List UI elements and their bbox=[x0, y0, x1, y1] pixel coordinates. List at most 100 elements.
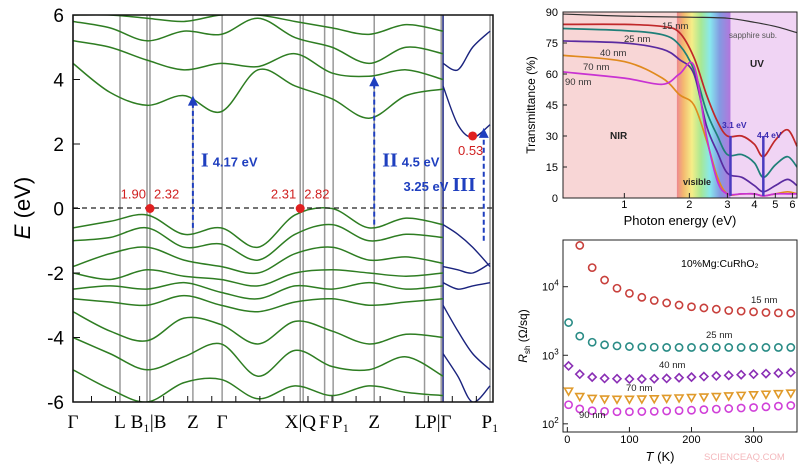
transmittance-line bbox=[562, 27, 798, 179]
label-uv: UV bbox=[750, 59, 764, 70]
circle-marker bbox=[587, 263, 597, 272]
band-y-ticks: 6 4 2 0 -2 -4 -6 bbox=[47, 6, 477, 414]
band-line bbox=[73, 336, 444, 377]
triangle-marker bbox=[673, 394, 685, 404]
diamond-marker bbox=[785, 367, 796, 378]
diamond-marker bbox=[760, 368, 772, 379]
y-tick-label: -4 bbox=[47, 329, 64, 350]
circle-marker bbox=[662, 406, 672, 416]
label-70nm: 70 nm bbox=[583, 62, 609, 73]
point-label-left: 2.31 bbox=[271, 187, 296, 202]
circle-marker bbox=[761, 402, 771, 412]
diamond-marker bbox=[661, 373, 672, 384]
band-line bbox=[73, 294, 444, 313]
circle-marker bbox=[662, 343, 672, 352]
band-structure-plot: I 4.17 eV II 4.5 eV 3.25 eV III 1.90 2.32 2.31 2… bbox=[10, 6, 499, 433]
triangle-marker bbox=[723, 392, 735, 402]
rsh-label-90nm: 90 nm bbox=[579, 410, 605, 421]
triangle-marker bbox=[773, 389, 784, 400]
arrow-head-icon bbox=[369, 76, 380, 87]
diamond-marker bbox=[624, 373, 635, 385]
band-line bbox=[73, 62, 444, 119]
diamond-marker bbox=[649, 373, 660, 384]
y-tick-label: 30 bbox=[546, 131, 558, 143]
transmittance-line bbox=[562, 40, 798, 193]
triangle-marker bbox=[686, 393, 697, 404]
x-tick-label: 5 bbox=[772, 199, 778, 211]
band-lines bbox=[73, 15, 491, 402]
extremum-point bbox=[468, 131, 478, 141]
circle-marker bbox=[749, 403, 758, 412]
x-tick-label: 2 bbox=[686, 199, 692, 211]
circle-marker bbox=[600, 340, 609, 350]
circle-marker bbox=[736, 306, 746, 316]
circle-marker bbox=[612, 341, 622, 351]
x-tick-label: 100 bbox=[620, 434, 638, 446]
circle-marker bbox=[637, 407, 647, 416]
label-4-4ev: 4.4 eV bbox=[757, 130, 782, 140]
rsh-label-15nm: 15 nm bbox=[751, 295, 777, 306]
circle-marker bbox=[649, 406, 659, 416]
transition-roman-numeral: III bbox=[452, 174, 476, 196]
band-line bbox=[73, 40, 444, 81]
band-line bbox=[73, 281, 444, 300]
y-tick-label: 45 bbox=[546, 100, 558, 112]
label-25nm: 25 nm bbox=[624, 34, 650, 45]
triangle-marker bbox=[611, 395, 623, 405]
circle-marker bbox=[564, 318, 573, 327]
y-tick-label: 104 bbox=[542, 279, 559, 294]
circle-marker bbox=[649, 296, 659, 305]
kpath-label: P₁ bbox=[481, 412, 498, 433]
transition-label: 3.25 eV III bbox=[404, 174, 476, 196]
circle-marker bbox=[637, 342, 647, 352]
circle-marker bbox=[600, 406, 609, 416]
watermark: SCIENCEAQ.COM bbox=[704, 452, 785, 463]
circle-marker bbox=[625, 288, 634, 298]
point-label-right: 2.32 bbox=[154, 187, 179, 202]
circle-marker bbox=[749, 307, 758, 317]
x-tick-label: 6 bbox=[789, 199, 795, 211]
diamond-marker bbox=[698, 371, 710, 382]
band-line bbox=[73, 206, 444, 248]
tick-base: 10 bbox=[542, 282, 554, 294]
circle-marker bbox=[736, 403, 746, 413]
rsh-y-axis-label: Rsh (Ω/sq) bbox=[516, 309, 532, 362]
nir-region bbox=[563, 12, 677, 198]
extremum-point bbox=[295, 204, 305, 213]
circle-marker bbox=[761, 343, 771, 352]
kpath-label: F bbox=[319, 412, 330, 433]
transition-roman-numeral: II bbox=[382, 150, 398, 172]
transition-label: II 4.5 eV bbox=[382, 150, 439, 172]
rsh-label-70nm: 70 nm bbox=[626, 383, 652, 394]
point-label-left: 1.90 bbox=[121, 187, 146, 202]
circle-marker bbox=[625, 407, 634, 417]
kpath-label: P₁ bbox=[332, 412, 349, 433]
triangle-marker bbox=[785, 389, 797, 399]
tick-exponent: 2 bbox=[554, 416, 559, 425]
label-15nm: 15 nm bbox=[662, 21, 688, 32]
rsh-x-axis-label: T (K) bbox=[646, 449, 675, 464]
x-tick-label: 300 bbox=[744, 434, 762, 446]
diamond-marker bbox=[636, 373, 647, 385]
band-line-second-panel bbox=[442, 262, 491, 274]
triangle-marker bbox=[624, 395, 635, 405]
circle-marker bbox=[587, 337, 597, 347]
circle-marker bbox=[711, 304, 721, 314]
diamond-marker bbox=[686, 371, 697, 383]
diamond-marker bbox=[574, 369, 585, 380]
kpath-label: Z bbox=[368, 412, 380, 433]
triangle-marker bbox=[563, 387, 574, 397]
band-line-second-panel bbox=[442, 281, 491, 290]
rsh-label-40nm: 40 nm bbox=[659, 360, 685, 371]
label-40nm: 40 nm bbox=[600, 48, 626, 59]
triangle-marker bbox=[661, 394, 673, 405]
transition-label: I 4.17 eV bbox=[201, 150, 258, 172]
band-line-second-panel bbox=[442, 353, 491, 402]
triangle-marker bbox=[574, 392, 586, 403]
circle-marker bbox=[761, 308, 771, 317]
diamond-marker bbox=[611, 373, 623, 384]
rsh-series bbox=[563, 241, 797, 417]
circle-marker bbox=[674, 406, 684, 415]
triangle-marker bbox=[760, 390, 772, 400]
triangle-marker bbox=[710, 392, 722, 403]
